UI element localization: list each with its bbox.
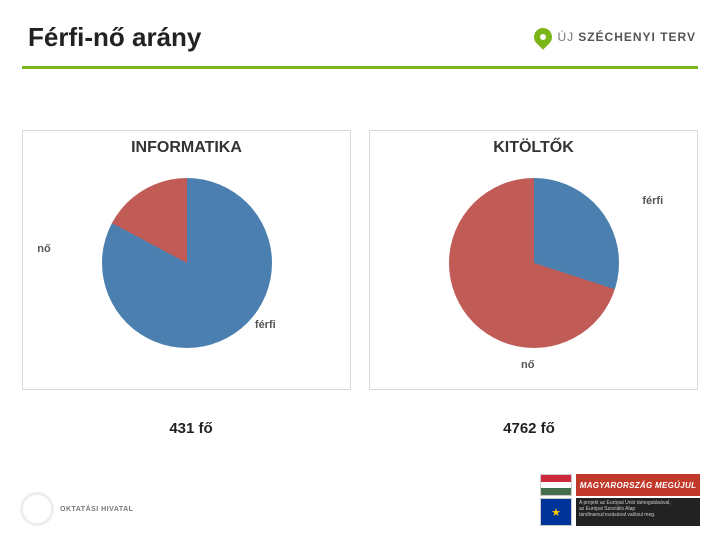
logo-main: SZÉCHENYI TERV [578, 30, 696, 44]
pie-label-ferfi-left: férfi [255, 319, 276, 331]
megujul-label: MAGYARORSZÁG MEGÚJUL [576, 474, 700, 496]
pie-right [449, 178, 619, 348]
pie-wrap-left: férfi nő [31, 163, 342, 363]
footer-badge-left: OKTATÁSI HIVATAL [20, 492, 133, 526]
chart-title-left: INFORMATIKA [31, 139, 342, 157]
pie-label-ferfi-right: férfi [642, 195, 663, 207]
ring-icon [20, 492, 54, 526]
chart-panel-kitoltok: KITÖLTŐK férfi nő [369, 130, 698, 390]
caption-right: 4762 fő [360, 420, 698, 437]
footer-left-text: OKTATÁSI HIVATAL [60, 506, 133, 513]
logo-prefix: ÚJ [558, 30, 575, 44]
logo-text: ÚJSZÉCHENYI TERV [558, 30, 696, 44]
eu-flag-icon: ★ [540, 498, 572, 526]
captions-row: 431 fő 4762 fő [22, 420, 698, 437]
footer: OKTATÁSI HIVATAL MAGYARORSZÁG MEGÚJUL ★ … [20, 474, 700, 526]
eu-text: A projekt az Európai Unió támogatásával,… [576, 498, 700, 526]
chart-title-right: KITÖLTŐK [378, 139, 689, 157]
eu-row: ★ A projekt az Európai Unió támogatásáva… [540, 498, 700, 526]
pie-label-no-left: nő [37, 243, 50, 255]
logo-szechenyi: ÚJSZÉCHENYI TERV [534, 28, 696, 46]
flag-row: MAGYARORSZÁG MEGÚJUL [540, 474, 700, 496]
footer-badge-right: MAGYARORSZÁG MEGÚJUL ★ A projekt az Euró… [540, 474, 700, 526]
chart-panel-informatika: INFORMATIKA férfi nő [22, 130, 351, 390]
eu-line3: társfinanszírozásával valósul meg. [579, 512, 697, 518]
pie-left [102, 178, 272, 348]
charts-row: INFORMATIKA férfi nő KITÖLTŐK férfi nő [22, 130, 698, 390]
pie-label-no-right: nő [521, 359, 534, 371]
pie-wrap-right: férfi nő [378, 163, 689, 363]
pin-icon [530, 24, 555, 49]
caption-left: 431 fő [22, 420, 360, 437]
page-title: Férfi-nő arány [28, 22, 201, 53]
hu-flag-icon [540, 474, 572, 496]
slide: Férfi-nő arány ÚJSZÉCHENYI TERV INFORMAT… [0, 0, 720, 540]
header-rule [22, 66, 698, 69]
header: Férfi-nő arány ÚJSZÉCHENYI TERV [0, 0, 720, 66]
